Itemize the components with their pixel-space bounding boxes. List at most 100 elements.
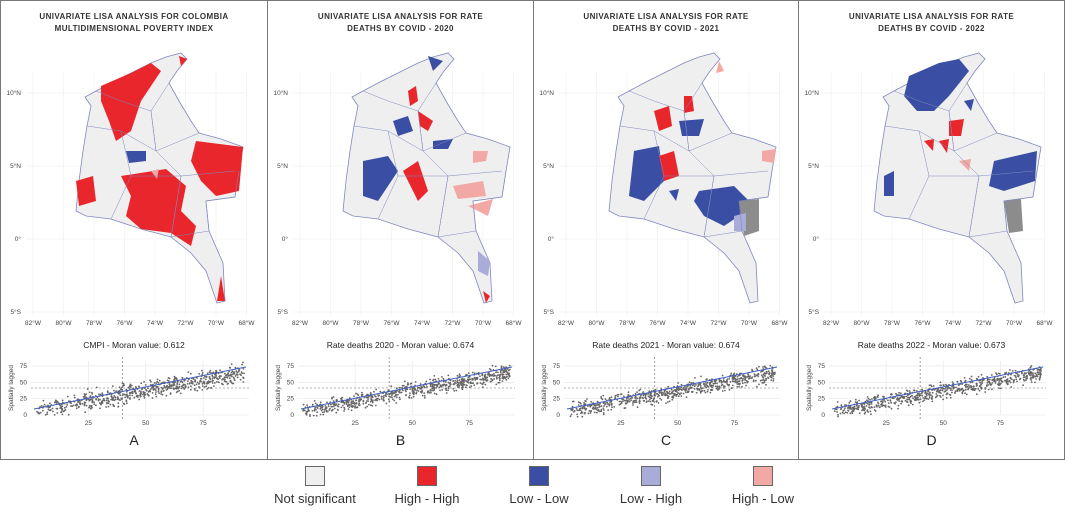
- department-border: [205, 170, 240, 202]
- scatter-point: [700, 375, 702, 378]
- scatter-point: [343, 401, 346, 404]
- scatter-point: [584, 409, 587, 411]
- scatter-point: [755, 379, 757, 382]
- scatter-point: [237, 370, 240, 373]
- scatter-point: [581, 415, 584, 418]
- scatter-point: [906, 390, 909, 392]
- lisa-cluster-region: [679, 119, 704, 136]
- scatter-point: [1012, 381, 1015, 384]
- scatter-point: [415, 392, 418, 395]
- scatter-point: [138, 398, 141, 401]
- scatter-point: [714, 382, 716, 385]
- scatter-point: [770, 369, 773, 372]
- scatter-point: [481, 383, 484, 386]
- scatter-point: [453, 390, 456, 392]
- scatter-point: [901, 396, 904, 399]
- scatter-point: [484, 374, 486, 377]
- scatter-point: [88, 406, 91, 408]
- scatter-point: [604, 398, 607, 400]
- scatter-point: [161, 388, 164, 390]
- lon-tick: 82°W: [25, 319, 42, 326]
- scatter-point: [998, 380, 1001, 382]
- scatter-point: [131, 391, 134, 393]
- scatter-point: [354, 406, 356, 409]
- scatter-point: [412, 393, 415, 396]
- scatter-point: [971, 381, 974, 384]
- scatter-point: [416, 389, 418, 392]
- scatter-point: [391, 396, 393, 399]
- scatter-point: [1040, 369, 1042, 371]
- scatter-point: [455, 382, 457, 385]
- lon-tick: 74°W: [680, 319, 697, 326]
- scatter-point: [931, 395, 934, 398]
- scatter-point: [656, 393, 659, 395]
- scatter-point: [686, 391, 689, 394]
- scatter-point: [345, 401, 348, 404]
- scatter-point: [345, 403, 348, 405]
- scatter-point: [374, 395, 377, 398]
- scatter-point: [840, 407, 843, 410]
- scatter-point: [336, 405, 339, 407]
- scatter-point: [343, 402, 346, 405]
- lisa-cluster-region: [473, 151, 488, 163]
- scatter-point: [502, 373, 505, 376]
- scatter-point: [409, 388, 411, 390]
- scatter-point: [919, 398, 922, 401]
- scatter-point: [964, 388, 967, 391]
- scatter-point: [367, 400, 369, 402]
- scatter-point: [596, 407, 599, 409]
- x-tick: 75: [997, 420, 1005, 427]
- scatter-point: [712, 384, 714, 387]
- panel-title: UNIVARIATE LISA ANALYSIS FOR RATE DEATHS …: [268, 11, 533, 35]
- scatter-point: [473, 384, 476, 387]
- scatter-point: [767, 376, 769, 379]
- scatter-point: [493, 378, 496, 380]
- scatter-point: [150, 387, 153, 389]
- scatter-point: [134, 386, 137, 388]
- scatter-point: [343, 406, 346, 409]
- scatter-point: [111, 398, 113, 401]
- scatter-point: [905, 395, 908, 398]
- scatter-point: [635, 399, 638, 402]
- scatter-point: [984, 391, 987, 393]
- lisa-cluster-region: [939, 139, 949, 153]
- scatter-point: [352, 405, 355, 408]
- legend-item: High - Low: [708, 466, 818, 506]
- x-tick: 25: [882, 420, 890, 427]
- legend-swatch: [641, 466, 661, 486]
- scatter-point: [873, 406, 876, 408]
- scatter-point: [493, 375, 496, 377]
- legend-label: High - High: [394, 491, 460, 506]
- legend-label: Low - Low: [509, 491, 569, 506]
- scatter-point: [658, 394, 661, 397]
- scatter-point: [470, 385, 473, 387]
- scatter-point: [231, 370, 234, 373]
- scatter-point: [1030, 379, 1033, 381]
- scatter-point: [770, 376, 773, 379]
- scatter-point: [166, 379, 169, 382]
- scatter-point: [765, 383, 767, 386]
- scatter-ylabel: Spatially lagged: [541, 365, 548, 411]
- scatter-point: [441, 389, 443, 391]
- scatter-point: [613, 406, 616, 408]
- lon-tick: 76°W: [117, 319, 134, 326]
- scatter-point: [435, 393, 438, 396]
- scatter-point: [849, 412, 852, 415]
- scatter-point: [949, 393, 951, 396]
- scatter-point: [763, 372, 766, 375]
- scatter-point: [215, 375, 218, 377]
- scatter-point: [604, 402, 607, 405]
- scatter-point: [940, 396, 942, 398]
- scatter-point: [502, 366, 505, 368]
- scatter-point: [491, 364, 494, 367]
- scatter-point: [352, 400, 354, 402]
- scatter-point: [1040, 367, 1042, 370]
- scatter-title: Rate deaths 2021 - Moran value: 0.674: [592, 340, 740, 350]
- scatter-point: [770, 379, 773, 381]
- scatter-point: [695, 391, 698, 394]
- scatter-point: [755, 367, 758, 370]
- lisa-cluster-region: [684, 96, 694, 113]
- scatter-point: [441, 376, 443, 378]
- scatter-point: [1030, 376, 1032, 379]
- scatter-point: [863, 409, 866, 412]
